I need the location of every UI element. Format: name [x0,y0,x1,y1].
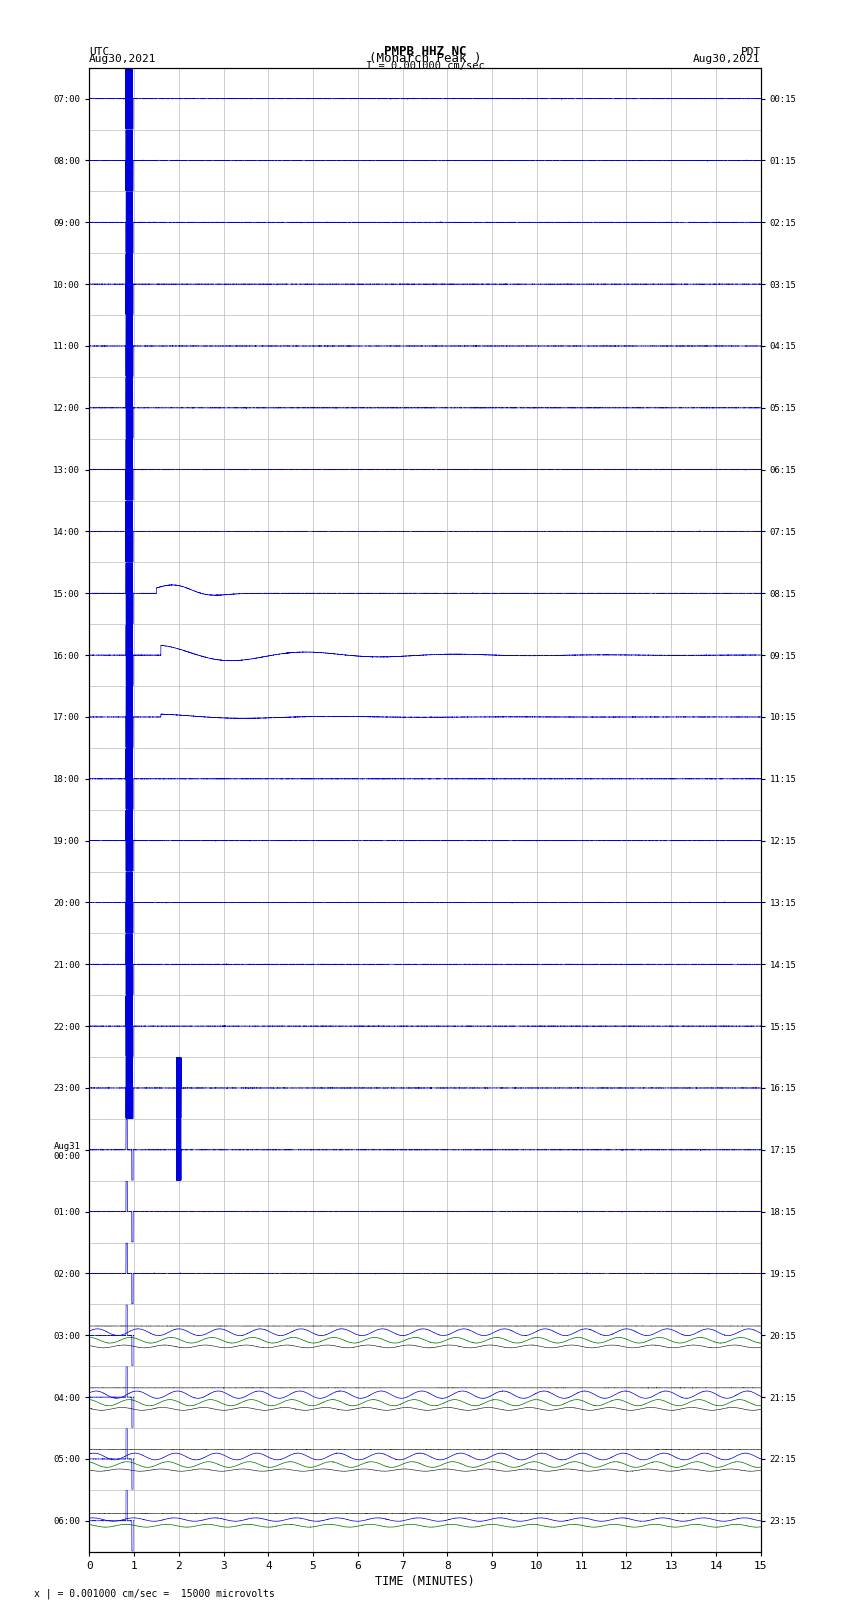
Text: (Monarch Peak ): (Monarch Peak ) [369,52,481,65]
Text: I = 0.001000 cm/sec: I = 0.001000 cm/sec [366,61,484,71]
Text: x | = 0.001000 cm/sec =  15000 microvolts: x | = 0.001000 cm/sec = 15000 microvolts [34,1589,275,1600]
Text: PDT: PDT [740,47,761,56]
Text: PMPB HHZ NC: PMPB HHZ NC [383,45,467,58]
Text: Aug30,2021: Aug30,2021 [89,55,156,65]
Text: Aug30,2021: Aug30,2021 [694,55,761,65]
Text: UTC: UTC [89,47,110,56]
X-axis label: TIME (MINUTES): TIME (MINUTES) [375,1574,475,1587]
